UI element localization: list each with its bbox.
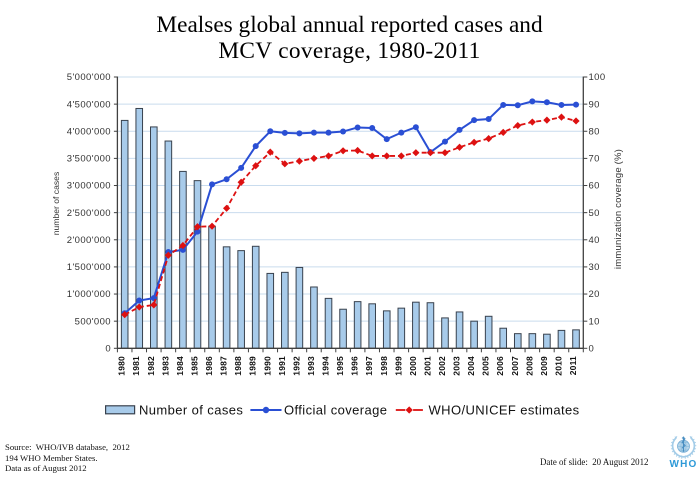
svg-text:70: 70 bbox=[589, 154, 600, 165]
svg-text:100: 100 bbox=[589, 72, 606, 83]
svg-text:1983: 1983 bbox=[160, 356, 170, 376]
svg-text:80: 80 bbox=[589, 126, 600, 137]
svg-text:1981: 1981 bbox=[131, 356, 141, 376]
svg-text:1982: 1982 bbox=[146, 356, 156, 376]
svg-text:2004: 2004 bbox=[466, 356, 476, 376]
svg-text:1991: 1991 bbox=[277, 356, 287, 376]
svg-text:4'500'000: 4'500'000 bbox=[67, 99, 111, 110]
svg-text:5'000'000: 5'000'000 bbox=[67, 72, 111, 83]
svg-text:Number of cases: Number of cases bbox=[139, 403, 243, 418]
svg-text:1994: 1994 bbox=[321, 356, 331, 376]
svg-text:2011: 2011 bbox=[568, 356, 578, 375]
svg-text:1997: 1997 bbox=[364, 356, 374, 376]
svg-text:500'000: 500'000 bbox=[75, 316, 111, 327]
svg-text:WHO/UNICEF estimates: WHO/UNICEF estimates bbox=[429, 403, 580, 418]
svg-text:1984: 1984 bbox=[175, 356, 185, 376]
svg-text:1995: 1995 bbox=[335, 356, 345, 376]
svg-text:1985: 1985 bbox=[189, 356, 199, 376]
svg-text:4'000'000: 4'000'000 bbox=[67, 126, 111, 137]
svg-text:1987: 1987 bbox=[219, 356, 229, 376]
svg-text:0: 0 bbox=[589, 344, 595, 355]
svg-text:2010: 2010 bbox=[553, 356, 563, 376]
svg-text:1990: 1990 bbox=[262, 356, 272, 376]
svg-text:1986: 1986 bbox=[204, 356, 214, 376]
svg-text:1993: 1993 bbox=[306, 356, 316, 376]
svg-text:3'500'000: 3'500'000 bbox=[67, 154, 111, 165]
svg-text:2005: 2005 bbox=[481, 356, 491, 376]
svg-text:50: 50 bbox=[589, 208, 600, 219]
svg-text:1'000'000: 1'000'000 bbox=[67, 289, 111, 300]
svg-text:1'500'000: 1'500'000 bbox=[67, 262, 111, 273]
svg-text:1996: 1996 bbox=[350, 356, 360, 376]
svg-text:2002: 2002 bbox=[437, 356, 447, 376]
svg-text:2'500'000: 2'500'000 bbox=[67, 208, 111, 219]
svg-text:Official coverage: Official coverage bbox=[284, 403, 387, 418]
svg-text:30: 30 bbox=[589, 262, 600, 273]
svg-text:2008: 2008 bbox=[524, 356, 534, 376]
svg-text:2000: 2000 bbox=[408, 356, 418, 376]
svg-text:1998: 1998 bbox=[379, 356, 389, 376]
svg-text:20: 20 bbox=[589, 289, 600, 300]
svg-text:2'000'000: 2'000'000 bbox=[67, 235, 111, 246]
svg-text:90: 90 bbox=[589, 99, 600, 110]
svg-text:1980: 1980 bbox=[117, 356, 127, 376]
svg-text:1988: 1988 bbox=[233, 356, 243, 376]
svg-text:3'000'000: 3'000'000 bbox=[67, 181, 111, 192]
svg-text:2006: 2006 bbox=[495, 356, 505, 376]
svg-text:10: 10 bbox=[589, 316, 600, 327]
svg-text:60: 60 bbox=[589, 181, 600, 192]
svg-text:2007: 2007 bbox=[510, 356, 520, 376]
svg-text:2009: 2009 bbox=[539, 356, 549, 376]
svg-text:40: 40 bbox=[589, 235, 600, 246]
svg-text:1989: 1989 bbox=[248, 356, 258, 376]
svg-text:number of cases: number of cases bbox=[51, 172, 61, 236]
svg-text:1999: 1999 bbox=[393, 356, 403, 376]
svg-text:2001: 2001 bbox=[422, 356, 432, 376]
svg-text:1992: 1992 bbox=[291, 356, 301, 376]
svg-text:immunization coverage (%): immunization coverage (%) bbox=[613, 149, 624, 269]
svg-text:2003: 2003 bbox=[452, 356, 462, 376]
svg-text:0: 0 bbox=[105, 344, 111, 355]
